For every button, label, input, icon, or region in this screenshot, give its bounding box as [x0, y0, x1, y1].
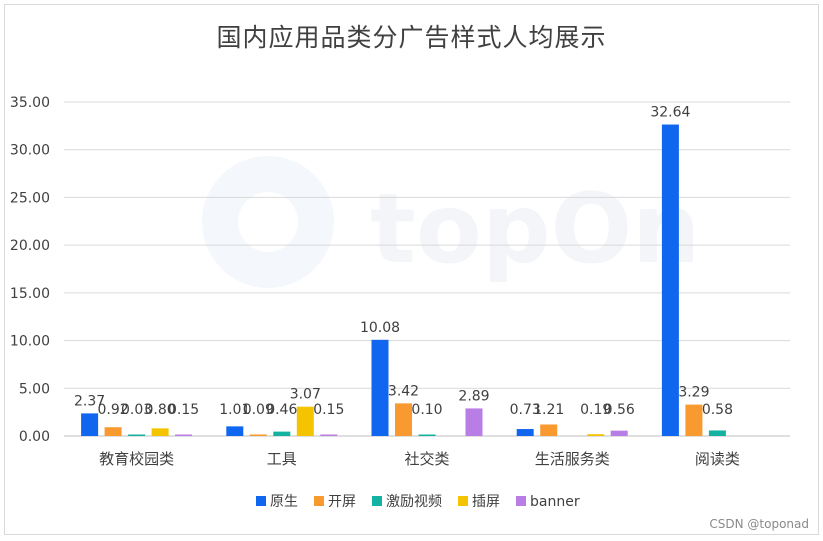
y-tick-label: 35.00	[10, 95, 50, 111]
y-tick-label: 20.00	[10, 238, 50, 254]
data-label: 0.92	[98, 402, 129, 418]
legend-label: 开屏	[328, 494, 356, 510]
bar-1-5	[175, 434, 193, 436]
bar-3-1	[371, 339, 389, 436]
bar-4-5	[610, 430, 628, 436]
bar-2-5	[320, 434, 338, 436]
bar-4-1	[516, 429, 534, 436]
watermark-logo-hole	[238, 192, 298, 252]
data-label: 3.07	[290, 387, 321, 403]
credit-watermark: CSDN @toponad	[709, 517, 809, 531]
data-label: 2.89	[458, 388, 489, 404]
data-label: 0.15	[168, 402, 199, 418]
bar-3-3	[418, 434, 436, 436]
legend-swatch	[314, 496, 324, 506]
bar-2-2	[249, 434, 267, 436]
y-tick-label: 0.00	[19, 429, 50, 445]
watermark-logo-text: topOn	[370, 173, 701, 285]
x-tick-label: 工具	[267, 450, 297, 468]
y-tick-label: 10.00	[10, 334, 50, 350]
legend-label: 激励视频	[386, 493, 442, 510]
data-label: 0.56	[604, 402, 635, 418]
data-label: 0.10	[411, 402, 442, 418]
bar-2-1	[226, 426, 244, 436]
bar-4-2	[540, 424, 558, 436]
bar-4-4	[587, 434, 605, 436]
legend-swatch	[458, 496, 468, 506]
bar-5-3	[708, 430, 726, 436]
data-label: 0.80	[145, 402, 176, 418]
legend-swatch	[516, 496, 526, 506]
bar-2-4	[296, 406, 314, 436]
bar-1-1	[81, 413, 99, 436]
data-label: 1.21	[533, 402, 564, 418]
bar-3-5	[465, 408, 483, 436]
data-label: 1.01	[219, 402, 250, 418]
watermark-logo: topOn	[202, 156, 701, 288]
bar-3-2	[395, 403, 412, 436]
x-tick-label: 阅读类	[695, 450, 740, 468]
data-label: 0.03	[121, 402, 152, 418]
bar-5-2	[685, 404, 703, 436]
x-tick-label: 社交类	[404, 450, 449, 468]
chart-frame	[4, 4, 819, 535]
legend-label: 原生	[270, 494, 298, 510]
legend-label: 插屏	[472, 494, 500, 510]
x-tick-label: 教育校园类	[99, 450, 174, 468]
bar-1-3	[128, 434, 146, 436]
data-label: 0.09	[243, 402, 274, 418]
data-label: 0.46	[266, 402, 297, 418]
y-tick-label: 30.00	[10, 143, 50, 159]
chart-title: 国内应用品类分广告样式人均展示	[216, 23, 607, 52]
y-tick-label: 25.00	[10, 190, 50, 206]
legend-swatch	[372, 496, 382, 506]
data-label: 3.42	[388, 383, 419, 399]
data-label: 0.19	[580, 402, 611, 418]
data-label: 0.58	[702, 402, 733, 418]
bar-2-3	[273, 431, 291, 436]
data-label: 0.15	[313, 402, 344, 418]
bar-1-4	[151, 428, 169, 436]
y-tick-label: 5.00	[19, 381, 50, 397]
data-label: 10.08	[360, 320, 400, 336]
legend-swatch	[256, 496, 266, 506]
data-label: 32.64	[650, 105, 690, 121]
bar-5-1	[661, 124, 679, 436]
data-label: 3.29	[678, 385, 709, 401]
data-label: 0.73	[510, 402, 541, 418]
bar-1-2	[104, 427, 122, 436]
legend-label: banner	[530, 494, 580, 510]
data-label: 2.37	[74, 393, 105, 409]
x-tick-label: 生活服务类	[535, 450, 610, 468]
y-tick-label: 15.00	[10, 286, 50, 302]
